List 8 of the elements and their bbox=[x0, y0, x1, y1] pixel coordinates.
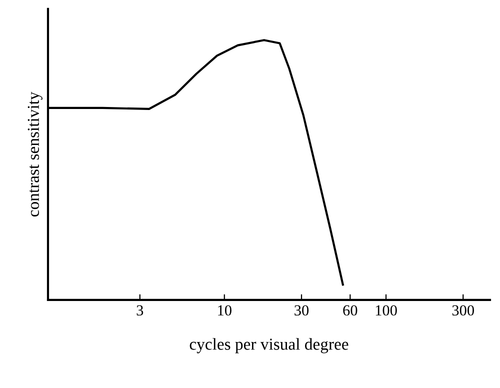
x-tick-label: 30 bbox=[294, 305, 309, 316]
x-tick-label: 10 bbox=[218, 305, 232, 316]
y-axis-title: contrast sensitivity bbox=[28, 92, 42, 217]
x-tick-label: 100 bbox=[376, 305, 397, 316]
x-tick-label: 3 bbox=[136, 305, 144, 316]
x-tick-label: 300 bbox=[452, 305, 474, 316]
x-axis-title: cycles per visual degree bbox=[190, 338, 348, 354]
x-tick-label: 60 bbox=[343, 305, 358, 316]
